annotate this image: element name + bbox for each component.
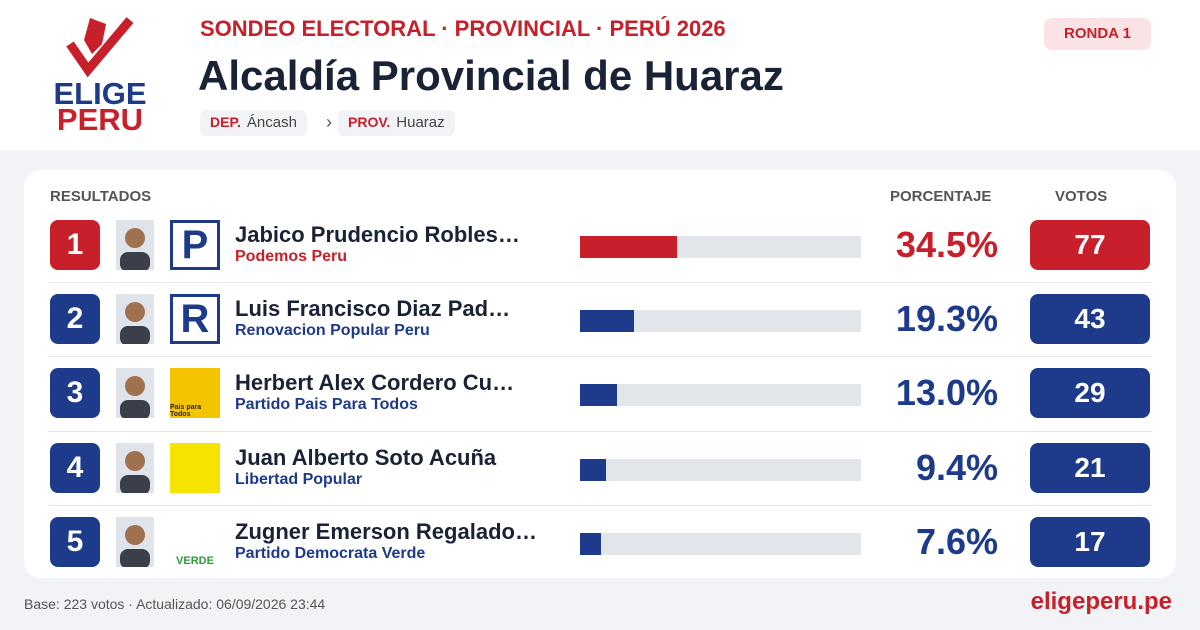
candidate-name: Zugner Emerson Regalado… bbox=[235, 518, 537, 544]
candidate-photo bbox=[116, 294, 154, 345]
candidate-name: Luis Francisco Diaz Pad… bbox=[235, 296, 511, 322]
site: eligeperu.pe bbox=[1030, 588, 1172, 615]
bar bbox=[580, 236, 677, 258]
column-heading: VOTOS bbox=[1055, 188, 1108, 205]
crumb-value: Áncash bbox=[246, 114, 297, 131]
bar bbox=[580, 532, 602, 555]
breadcrumb: DEP. Áncash bbox=[200, 110, 307, 136]
crumb-value: Huaraz bbox=[396, 114, 445, 131]
row-separator bbox=[48, 430, 1152, 432]
bar-track bbox=[580, 384, 861, 407]
bar-track bbox=[580, 236, 861, 258]
bar-track bbox=[580, 310, 861, 333]
percent: 7.6% bbox=[915, 520, 998, 562]
logo-text: ELIGE bbox=[53, 76, 147, 111]
party-logo bbox=[170, 442, 220, 493]
party-logo: Pais para Todos bbox=[170, 368, 220, 419]
percent: 34.5% bbox=[895, 224, 998, 265]
rank: 3 bbox=[50, 368, 100, 419]
round-badge: RONDA 1 bbox=[1044, 18, 1151, 50]
candidate-name: Jabico Prudencio Robles… bbox=[235, 222, 520, 247]
column-heading: PORCENTAJE bbox=[890, 188, 992, 205]
bar-track bbox=[580, 532, 861, 555]
party-name: Partido Democrata Verde bbox=[235, 544, 426, 562]
title: Alcaldía Provincial de Huaraz bbox=[198, 52, 784, 99]
percent: 13.0% bbox=[895, 372, 998, 414]
column-heading: RESULTADOS bbox=[50, 188, 152, 205]
row-separator bbox=[48, 356, 1152, 358]
votes: 77 bbox=[1030, 220, 1150, 270]
rank: 1 bbox=[50, 220, 100, 270]
party-name: Libertad Popular bbox=[235, 470, 363, 488]
crumb-key: PROV. bbox=[348, 114, 391, 130]
rank: 2 bbox=[50, 294, 100, 345]
party-name: Podemos Peru bbox=[235, 248, 348, 265]
kicker: SONDEO ELECTORAL · PROVINCIAL · PERÚ 202… bbox=[200, 16, 726, 41]
votes: 29 bbox=[1030, 368, 1150, 419]
rank: 4 bbox=[50, 442, 100, 493]
bar bbox=[580, 458, 607, 481]
party-logo: P bbox=[170, 220, 220, 270]
header: ELIGE PERU SONDEO ELECTORAL · PROVINCIAL… bbox=[0, 0, 1200, 150]
candidate-name: Herbert Alex Cordero Cu… bbox=[235, 370, 515, 396]
party-name: Renovacion Popular Peru bbox=[235, 322, 430, 340]
separator: › bbox=[326, 112, 332, 132]
candidate-photo bbox=[116, 368, 154, 419]
candidate-photo bbox=[116, 516, 154, 567]
bar-track bbox=[580, 458, 861, 481]
bar bbox=[580, 310, 635, 333]
votes: 21 bbox=[1030, 442, 1150, 493]
logo-mark bbox=[66, 17, 134, 78]
percent: 9.4% bbox=[915, 446, 998, 488]
candidate-name: Juan Alberto Soto Acuña bbox=[235, 444, 497, 470]
row-separator bbox=[48, 504, 1152, 506]
logo-text: PERU bbox=[56, 102, 144, 137]
party-name: Partido Pais Para Todos bbox=[235, 396, 418, 414]
candidate-photo bbox=[116, 220, 154, 270]
footer-note: Base: 223 votos · Actualizado: 06/09/202… bbox=[24, 596, 326, 612]
percent: 19.3% bbox=[895, 298, 998, 340]
votes: 17 bbox=[1030, 516, 1150, 567]
bar bbox=[580, 384, 617, 407]
row-separator bbox=[48, 282, 1152, 284]
crumb-key: DEP. bbox=[210, 114, 241, 130]
votes: 43 bbox=[1030, 294, 1150, 345]
party-logo: R bbox=[170, 294, 220, 345]
breadcrumb: PROV. Huaraz bbox=[338, 110, 455, 136]
candidate-photo bbox=[116, 442, 154, 493]
rank: 5 bbox=[50, 516, 100, 567]
party-logo: VERDE bbox=[170, 516, 220, 567]
